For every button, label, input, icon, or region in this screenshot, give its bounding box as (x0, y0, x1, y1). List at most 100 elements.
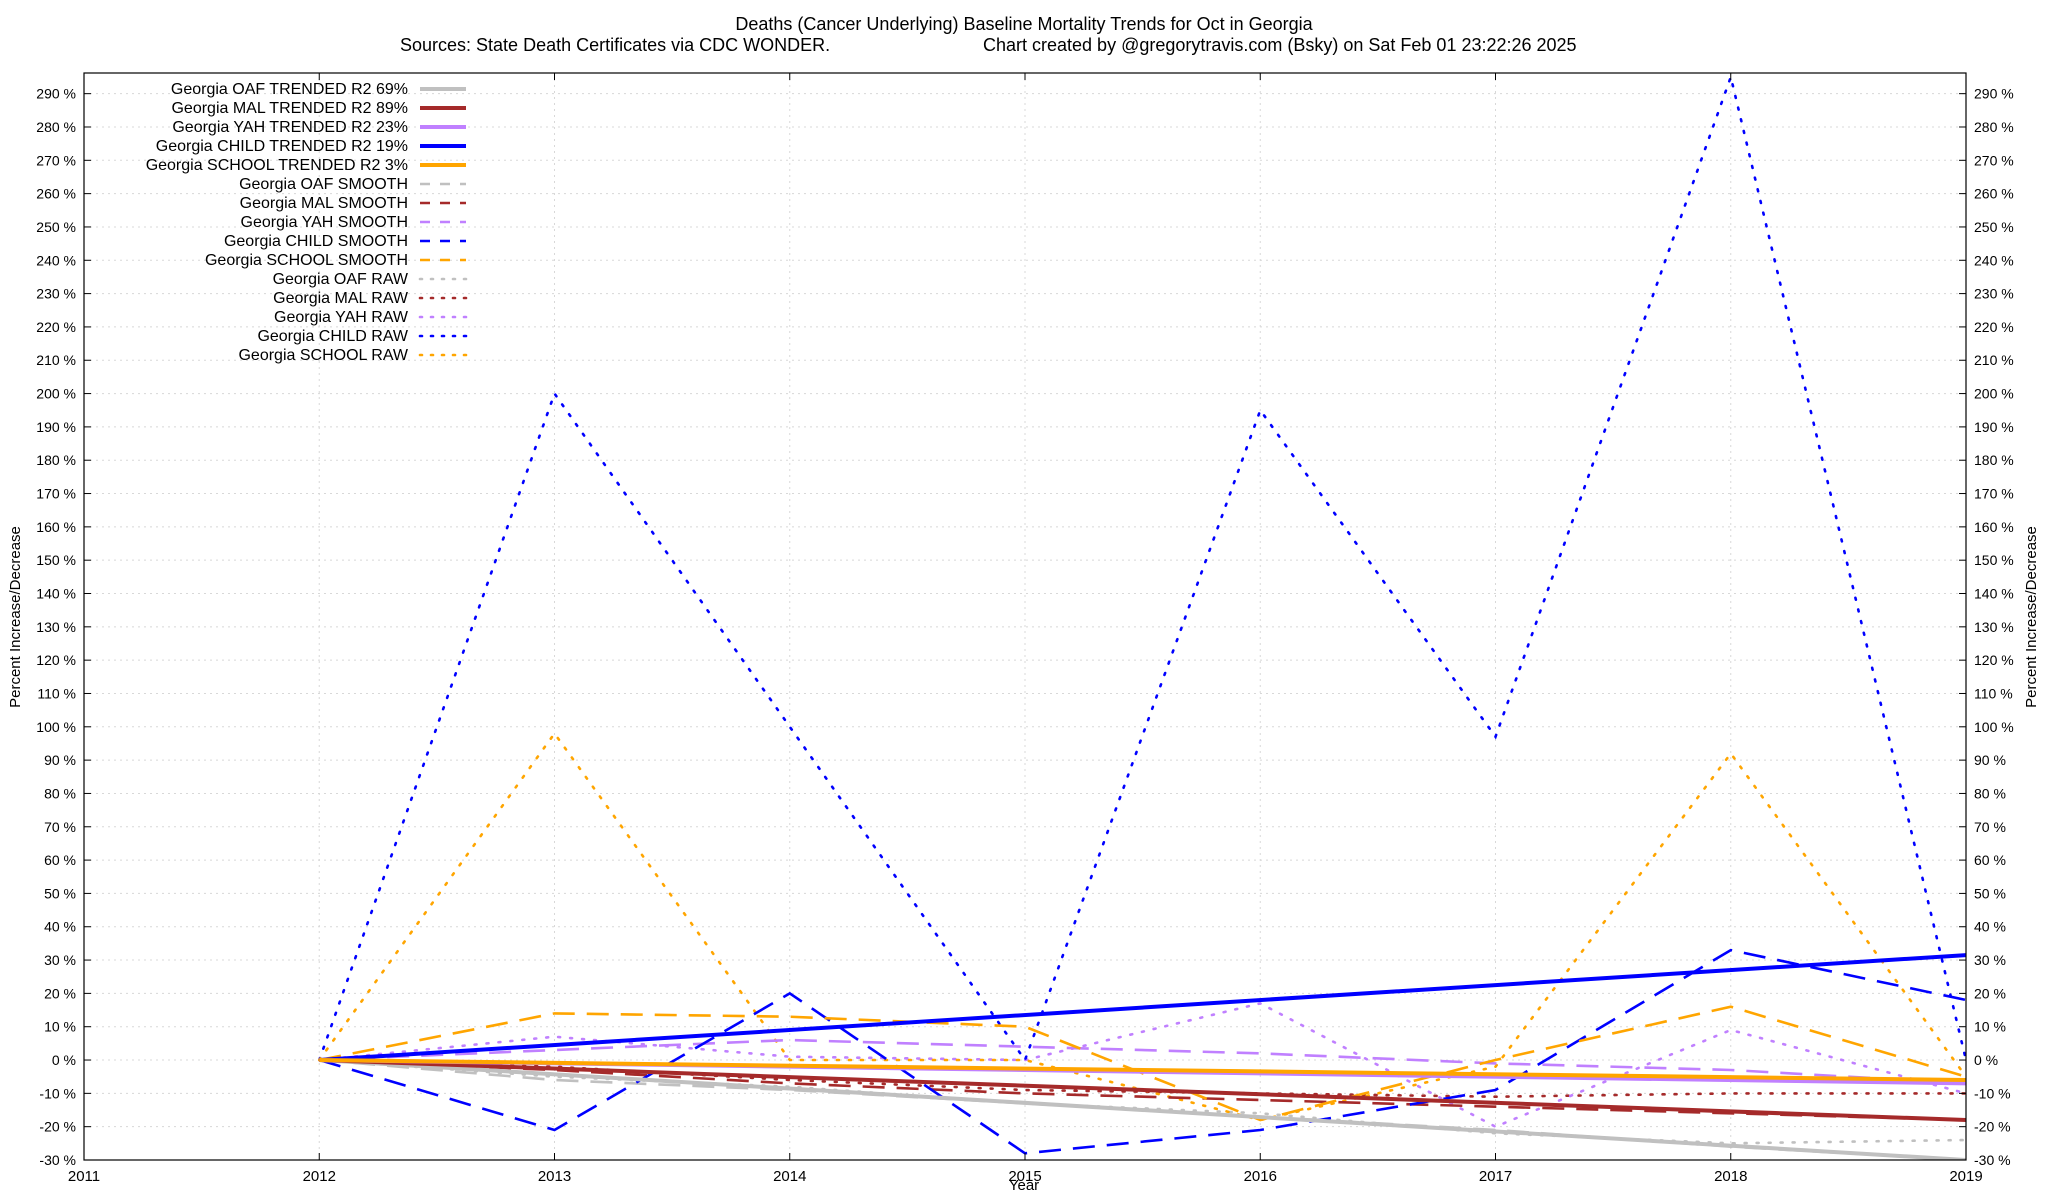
y-tick-label-right-30: 270 % (1974, 152, 2014, 168)
y-tick-label-left-0: -30 % (39, 1152, 76, 1168)
series-line-3 (319, 953, 1966, 1062)
legend-label-11: Georgia MAL RAW (273, 290, 409, 307)
y-tick-label-right-12: 90 % (1974, 752, 2006, 768)
y-tick-label-left-3: 0 % (52, 1052, 76, 1068)
x-tick-label-7: 2018 (1714, 1168, 1747, 1185)
y-tick-label-right-31: 280 % (1974, 119, 2014, 135)
y-tick-label-right-27: 240 % (1974, 252, 2014, 268)
y-tick-label-left-14: 110 % (37, 685, 76, 701)
y-tick-label-right-29: 260 % (1974, 186, 2014, 202)
y-tick-label-left-26: 230 % (36, 286, 76, 302)
y-tick-label-right-32: 290 % (1974, 86, 2014, 102)
y-tick-label-left-11: 80 % (44, 785, 76, 801)
y-tick-label-left-17: 140 % (36, 586, 76, 602)
x-tick-label-2: 2013 (538, 1168, 571, 1185)
y-tick-label-right-2: -10 % (1974, 1085, 2011, 1101)
y-tick-label-right-4: 10 % (1974, 1019, 2006, 1035)
y-tick-label-left-28: 250 % (36, 219, 76, 235)
y-tick-label-right-24: 210 % (1974, 352, 2014, 368)
y-tick-label-right-8: 50 % (1974, 885, 2006, 901)
y-tick-label-right-20: 170 % (1974, 486, 2014, 502)
series-layer (317, 73, 1966, 1160)
y-tick-label-right-3: 0 % (1974, 1052, 1998, 1068)
legend-label-4: Georgia SCHOOL TRENDED R2 3% (146, 157, 408, 174)
y-tick-label-right-17: 140 % (1974, 586, 2014, 602)
y-tick-label-left-20: 170 % (36, 486, 76, 502)
y-tick-label-left-15: 120 % (36, 652, 76, 668)
series-line-12 (317, 1002, 1966, 1129)
x-tick-label-0: 2011 (68, 1168, 100, 1185)
y-tick-label-left-32: 290 % (36, 86, 76, 102)
y-tick-label-left-2: -10 % (39, 1085, 76, 1101)
series-line-0 (319, 1058, 1966, 1160)
y-tick-label-left-29: 260 % (36, 186, 76, 202)
series-line-6 (319, 1058, 1966, 1122)
y-tick-label-right-6: 30 % (1974, 952, 2006, 968)
legend-label-3: Georgia CHILD TRENDED R2 19% (156, 138, 408, 155)
legend-label-6: Georgia MAL SMOOTH (240, 195, 408, 212)
legend-label-14: Georgia SCHOOL RAW (238, 347, 408, 364)
y-tick-label-right-21: 180 % (1974, 452, 2014, 468)
legend-label-7: Georgia YAH SMOOTH (241, 214, 408, 231)
y-tick-label-left-4: 10 % (44, 1019, 76, 1035)
y-tick-label-right-22: 190 % (1974, 419, 2014, 435)
legend: Georgia OAF TRENDED R2 69% Georgia MAL TR… (146, 81, 468, 364)
chart-title: Deaths (Cancer Underlying) Baseline Mort… (735, 14, 1313, 34)
series-line-7 (319, 1038, 1966, 1085)
y-tick-label-left-6: 30 % (44, 952, 76, 968)
legend-label-2: Georgia YAH TRENDED R2 23% (172, 119, 408, 136)
y-tick-label-left-24: 210 % (36, 352, 76, 368)
y-tick-label-right-25: 220 % (1974, 319, 2014, 335)
y-tick-label-left-7: 40 % (44, 919, 76, 935)
series-line-4 (319, 1058, 1966, 1082)
chart-subtitle-credit: Chart created by @gregorytravis.com (Bsk… (983, 35, 1577, 55)
grid (83, 73, 1967, 1161)
y-tick-label-left-21: 180 % (36, 452, 76, 468)
y-tick-label-left-19: 160 % (36, 519, 76, 535)
legend-label-1: Georgia MAL TRENDED R2 89% (171, 100, 408, 117)
y-tick-label-right-11: 80 % (1974, 785, 2006, 801)
y-tick-label-left-10: 70 % (44, 819, 76, 835)
y-tick-label-right-1: -20 % (1974, 1119, 2011, 1135)
legend-label-12: Georgia YAH RAW (274, 309, 409, 326)
y-tick-label-right-16: 130 % (1974, 619, 2014, 635)
y-tick-label-left-18: 150 % (36, 552, 76, 568)
y-tick-label-left-25: 220 % (36, 319, 76, 335)
x-tick-label-3: 2014 (773, 1168, 806, 1185)
axis-ticks: -30 % -30 % -20 % -20 % -10 % -10 % 0 % 0 % 10 %… (36, 73, 2014, 1185)
y-tick-label-right-7: 40 % (1974, 919, 2006, 935)
y-tick-label-left-9: 60 % (44, 852, 76, 868)
y-tick-label-right-10: 70 % (1974, 819, 2006, 835)
y-tick-label-left-16: 130 % (36, 619, 76, 635)
series-line-14 (317, 731, 1966, 1122)
y-tick-label-left-31: 280 % (36, 119, 76, 135)
x-axis-label: Year (1009, 1177, 1039, 1194)
y-tick-label-right-18: 150 % (1974, 552, 2014, 568)
y-tick-label-right-0: -30 % (1974, 1152, 2011, 1168)
y-tick-label-right-13: 100 % (1974, 719, 2014, 735)
legend-label-9: Georgia SCHOOL SMOOTH (205, 252, 408, 269)
legend-label-5: Georgia OAF SMOOTH (239, 176, 408, 193)
y-tick-label-left-5: 20 % (44, 985, 76, 1001)
y-tick-label-right-26: 230 % (1974, 286, 2014, 302)
legend-label-0: Georgia OAF TRENDED R2 69% (171, 81, 408, 98)
legend-label-13: Georgia CHILD RAW (257, 328, 408, 345)
y-tick-label-left-30: 270 % (36, 152, 76, 168)
y-tick-label-right-23: 200 % (1974, 386, 2014, 402)
y-tick-label-right-15: 120 % (1974, 652, 2014, 668)
y-tick-label-left-23: 200 % (36, 386, 76, 402)
x-tick-label-4: 2015 (1008, 1168, 1041, 1185)
y-tick-label-left-13: 100 % (36, 719, 76, 735)
y-tick-label-left-1: -20 % (39, 1119, 76, 1135)
x-tick-label-8: 2019 (1949, 1168, 1982, 1185)
chart-subtitle-sources: Sources: State Death Certificates via CD… (400, 35, 830, 55)
x-tick-label-6: 2017 (1479, 1168, 1512, 1185)
y-tick-label-left-27: 240 % (36, 252, 76, 268)
y-tick-label-right-9: 60 % (1974, 852, 2006, 868)
series-line-1 (319, 1058, 1966, 1122)
y-axis-label-left: Percent Increase/Decrease (7, 526, 24, 708)
y-tick-label-left-22: 190 % (36, 419, 76, 435)
x-tick-label-1: 2012 (303, 1168, 336, 1185)
y-tick-label-right-19: 160 % (1974, 519, 2014, 535)
